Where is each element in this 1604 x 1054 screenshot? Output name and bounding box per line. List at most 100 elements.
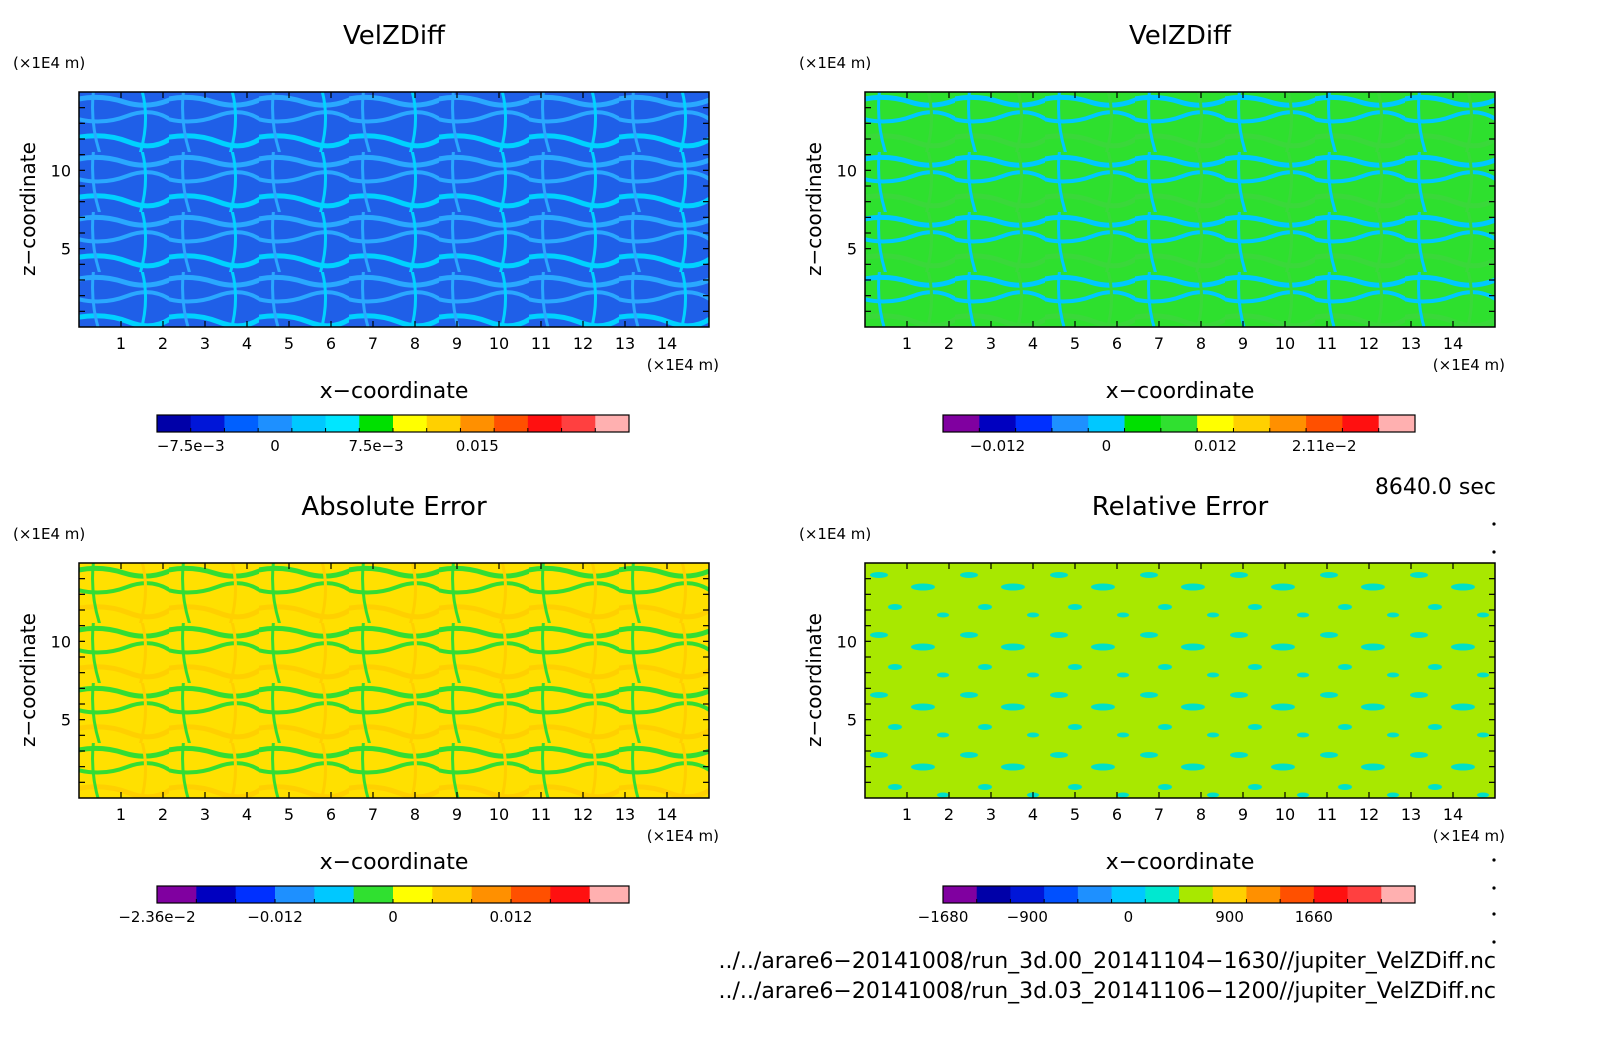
x-tick-label: 9 bbox=[1238, 805, 1248, 824]
panel-velzdiff-left: VelZDiff (×1E4 m) 1 2 3 4 5 6 7 8 9 10 11 12 13 14510… bbox=[13, 21, 719, 455]
plot-frame bbox=[864, 562, 1496, 799]
colorbar-swatch bbox=[393, 415, 428, 432]
x-tick-label: 1 bbox=[116, 334, 126, 353]
colorbar-swatch bbox=[1280, 886, 1315, 903]
colorbar-label: −1680 bbox=[918, 908, 969, 926]
colorbar-swatch bbox=[190, 415, 225, 432]
colorbar-swatch bbox=[426, 415, 461, 432]
colorbar-swatch bbox=[976, 886, 1011, 903]
colorbar-label: −7.5e−3 bbox=[157, 437, 225, 455]
y-unit-label: (×1E4 m) bbox=[13, 54, 85, 72]
x-tick-label: 6 bbox=[326, 334, 336, 353]
x-unit-label: (×1E4 m) bbox=[647, 827, 719, 845]
y-tick-label: 5 bbox=[847, 240, 857, 259]
colorbar-swatch bbox=[589, 886, 630, 903]
x-tick-label: 12 bbox=[1359, 805, 1379, 824]
x-tick-label: 8 bbox=[410, 334, 420, 353]
x-tick-label: 5 bbox=[1070, 805, 1080, 824]
colorbar-swatch bbox=[291, 415, 326, 432]
x-tick-label: 1 bbox=[902, 334, 912, 353]
x-tick-label: 7 bbox=[368, 334, 378, 353]
colorbar-swatch bbox=[561, 415, 596, 432]
colorbar-swatch bbox=[1077, 886, 1112, 903]
colorbar: −1680 −900 0 900 1660 bbox=[918, 885, 1416, 926]
x-axis-label: x−coordinate bbox=[1106, 850, 1255, 875]
x-tick-label: 1 bbox=[116, 805, 126, 824]
x-tick-label: 11 bbox=[531, 805, 551, 824]
colorbar-swatch bbox=[1347, 886, 1382, 903]
panel-relative-error: Relative Error (×1E4 m) 1 2 3 4 5 6 7 8 9 10 11 12 1… bbox=[799, 492, 1505, 926]
colorbar-swatch bbox=[1313, 886, 1348, 903]
x-axis-label: x−coordinate bbox=[1106, 379, 1255, 404]
x-tick-label: 3 bbox=[986, 334, 996, 353]
colorbar-label: −0.012 bbox=[970, 437, 1026, 455]
colorbar-swatch bbox=[460, 415, 495, 432]
colorbar-label: 0 bbox=[270, 437, 280, 455]
x-tick-label: 11 bbox=[1317, 805, 1337, 824]
colorbar-swatch bbox=[471, 886, 512, 903]
field-fill bbox=[865, 92, 1495, 327]
colorbar-swatch bbox=[595, 415, 630, 432]
x-tick-label: 13 bbox=[615, 805, 635, 824]
colorbar-swatch bbox=[1160, 415, 1198, 432]
colorbar-label: 900 bbox=[1215, 908, 1244, 926]
x-tick-label: 10 bbox=[1275, 805, 1295, 824]
x-tick-label: 14 bbox=[657, 334, 677, 353]
x-tick-label: 11 bbox=[531, 334, 551, 353]
x-tick-label: 5 bbox=[1070, 334, 1080, 353]
colorbar-swatch bbox=[1015, 415, 1053, 432]
colorbar-swatch bbox=[275, 886, 315, 903]
x-tick-label: 4 bbox=[242, 805, 252, 824]
colorbar-swatch bbox=[494, 415, 529, 432]
colorbar: −2.36e−2 −0.012 0 0.012 bbox=[118, 885, 630, 926]
colorbar-swatch bbox=[527, 415, 562, 432]
x-tick-label: 7 bbox=[368, 805, 378, 824]
y-unit-label: (×1E4 m) bbox=[13, 525, 85, 543]
x-tick-label: 4 bbox=[1028, 805, 1038, 824]
dot-marks bbox=[1492, 522, 1496, 944]
colorbar-swatch bbox=[1269, 415, 1307, 432]
x-tick-label: 14 bbox=[657, 805, 677, 824]
x-tick-label: 4 bbox=[1028, 334, 1038, 353]
colorbar-swatch bbox=[1179, 886, 1214, 903]
x-tick-label: 10 bbox=[489, 805, 509, 824]
x-tick-label: 2 bbox=[944, 805, 954, 824]
x-tick-label: 8 bbox=[410, 805, 420, 824]
x-tick-label: 3 bbox=[986, 805, 996, 824]
colorbar-swatch bbox=[1111, 886, 1146, 903]
colorbar-swatch bbox=[314, 886, 355, 903]
field-fill bbox=[79, 92, 709, 327]
file-path-1: ../../arare6−20141008/run_3d.00_20141104… bbox=[719, 949, 1496, 974]
colorbar-swatch bbox=[979, 415, 1017, 432]
x-tick-label: 4 bbox=[242, 334, 252, 353]
colorbar-swatch bbox=[325, 415, 360, 432]
colorbar-label: 7.5e−3 bbox=[349, 437, 404, 455]
x-tick-label: 2 bbox=[158, 334, 168, 353]
colorbar-swatch bbox=[1044, 886, 1079, 903]
colorbar-swatch bbox=[1010, 886, 1045, 903]
y-axis-label: z−coordinate bbox=[802, 613, 826, 747]
field-fill bbox=[79, 563, 709, 798]
x-tick-label: 13 bbox=[615, 334, 635, 353]
x-tick-label: 9 bbox=[452, 805, 462, 824]
colorbar-swatch bbox=[1246, 886, 1281, 903]
colorbar-swatch bbox=[1212, 886, 1247, 903]
x-axis-label: x−coordinate bbox=[320, 850, 469, 875]
colorbar-swatch bbox=[393, 886, 433, 903]
x-tick-label: 5 bbox=[284, 805, 294, 824]
colorbar-swatch bbox=[943, 886, 978, 903]
colorbar-swatch bbox=[1088, 415, 1125, 432]
x-tick-label: 10 bbox=[1275, 334, 1295, 353]
contour-field bbox=[865, 92, 1495, 327]
y-tick-label: 10 bbox=[51, 632, 71, 651]
x-tick-label: 13 bbox=[1401, 334, 1421, 353]
colorbar-label: 2.11e−2 bbox=[1292, 437, 1357, 455]
field-fill bbox=[865, 563, 1495, 798]
colorbar-swatch bbox=[1197, 415, 1234, 432]
x-tick-label: 7 bbox=[1154, 805, 1164, 824]
y-tick-label: 10 bbox=[837, 632, 857, 651]
